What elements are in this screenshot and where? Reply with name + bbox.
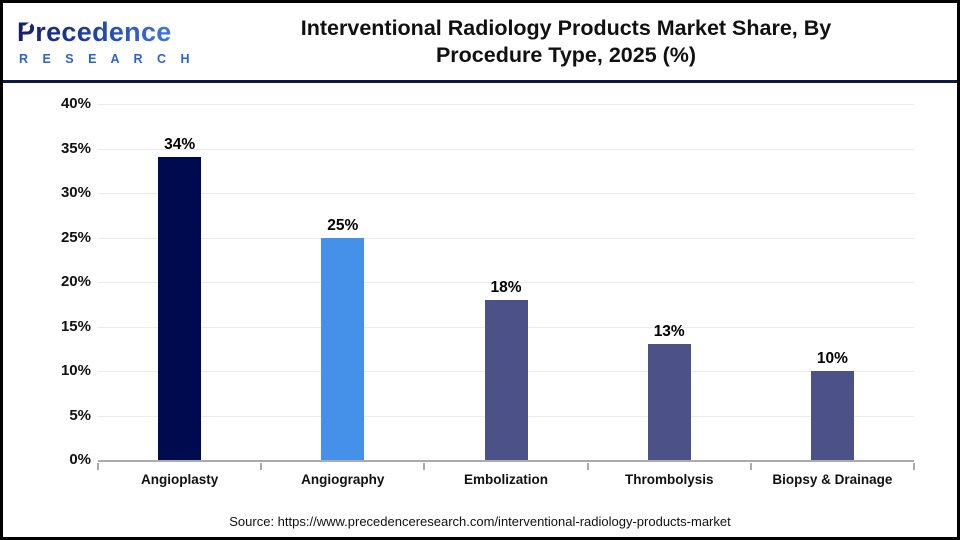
chart-title-line1: Interventional Radiology Products Market… [300, 15, 832, 40]
source-line: Source: https://www.precedenceresearch.c… [3, 514, 957, 529]
y-axis: 0% 5% 10% 15% 20% 25% 30% 35% 40% [3, 95, 91, 468]
y-tick-label: 20% [60, 273, 91, 290]
bar-slot: 13% [588, 104, 751, 460]
bar-value-label: 13% [653, 323, 685, 341]
axis-tick [749, 462, 752, 470]
x-axis-label: Angiography [301, 472, 385, 487]
logo-subtitle: R E S E A R C H [19, 51, 196, 66]
x-axis-label: Thrombolysis [624, 472, 714, 487]
y-tick-label: 15% [60, 317, 91, 335]
y-tick-label: 35% [60, 139, 91, 157]
axis-tick [97, 462, 99, 470]
y-tick-label: 10% [60, 362, 91, 379]
bar-slot: 25% [261, 104, 424, 460]
gridline [98, 148, 914, 150]
y-tick-label: 30% [60, 184, 91, 201]
x-axis-label: Angioplasty [140, 472, 219, 487]
bar [484, 299, 528, 460]
gridline [98, 193, 914, 194]
chart-title: Interventional Radiology Products Market… [195, 15, 943, 69]
header: Precedence R E S E A R C H Interventiona… [3, 3, 957, 83]
gridline [98, 104, 914, 105]
y-tick-label: 5% [69, 406, 91, 424]
y-tick-label: 25% [60, 228, 91, 246]
bar-series: 34% 25% 18% 13% 10% [98, 104, 914, 460]
logo-wordmark-row: Precedence [17, 18, 195, 51]
bar-slot: 10% [751, 104, 914, 460]
gridline [98, 237, 914, 239]
bar-value-label: 25% [327, 216, 359, 234]
gridline [98, 282, 914, 283]
bar [158, 157, 202, 460]
plot-area: 34% 25% 18% 13% 10% [97, 104, 915, 470]
y-tick-label: 0% [69, 451, 91, 468]
bar-value-label: 10% [816, 350, 848, 367]
axis-tick [423, 462, 426, 470]
bar-value-label: 18% [490, 278, 522, 296]
chart-title-line2: Procedure Type, 2025 (%) [435, 42, 697, 67]
leaf-icon [21, 21, 33, 32]
x-axis-label: Embolization [464, 472, 548, 487]
axis-tick [260, 462, 263, 470]
y-tick-label: 40% [60, 95, 91, 112]
brand-logo: Precedence R E S E A R C H [17, 18, 195, 66]
axis-tick [913, 462, 915, 470]
x-axis-label: Biopsy & Drainage [772, 472, 893, 487]
logo-wordmark: Precedence [17, 16, 172, 47]
bar [647, 344, 691, 460]
bar-slot: 34% [98, 104, 261, 460]
source-text: Source: https://www.precedenceresearch.c… [229, 514, 731, 529]
bar-value-label: 34% [164, 136, 196, 154]
x-axis-labels: Angioplasty Angiography Embolization Thromb… [98, 472, 914, 487]
axis-tick [586, 462, 589, 470]
bar [810, 371, 854, 460]
bar-slot: 18% [424, 104, 587, 460]
bar [321, 237, 365, 460]
